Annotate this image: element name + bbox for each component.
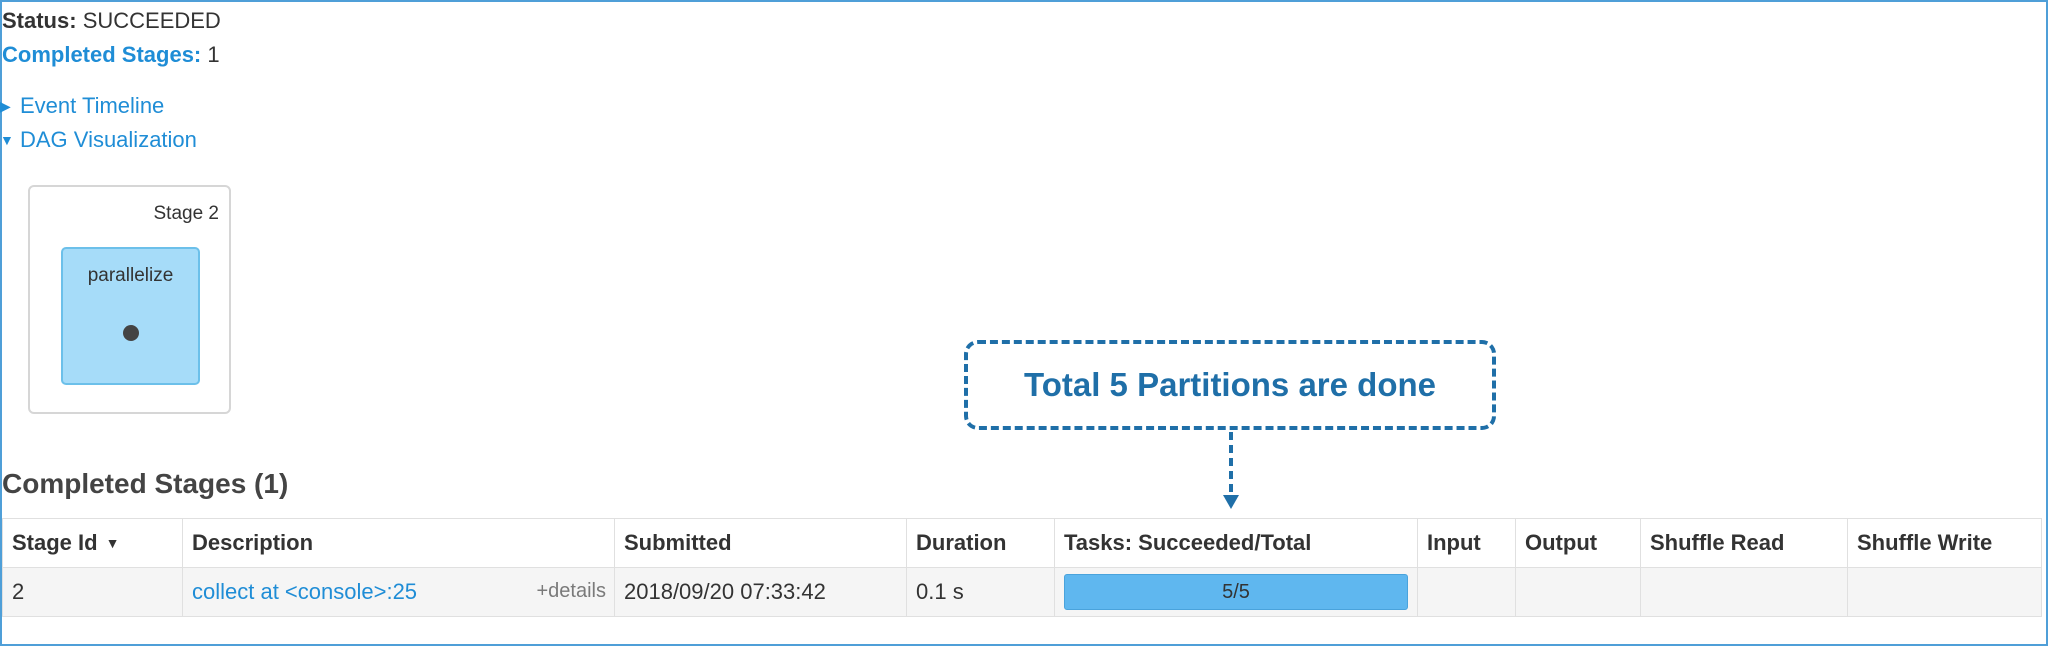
caret-down-icon: ▼ [0,132,14,148]
stage-description-link[interactable]: collect at <console>:25 [192,579,418,604]
column-header-description[interactable]: Description [182,518,615,568]
table-header-row: Stage Id ▼ Description Submitted Duration… [2,518,2042,568]
completed-stages-count: 1 [207,42,220,67]
cell-input [1417,567,1516,617]
column-header-shuffle-write[interactable]: Shuffle Write [1847,518,2042,568]
column-header-output[interactable]: Output [1515,518,1641,568]
dag-stage-cluster[interactable]: Stage 2 parallelize [28,185,231,414]
dag-rdd-node[interactable]: parallelize [61,247,200,385]
column-header-submitted[interactable]: Submitted [614,518,907,568]
tasks-progress-label: 5/5 [1222,581,1250,603]
event-timeline-label: Event Timeline [20,93,165,118]
caret-right-icon: ▶ [0,98,11,114]
rdd-label: parallelize [87,265,174,286]
annotation-callout: Total 5 Partitions are done [964,340,1496,430]
event-timeline-toggle[interactable]: ▶ Event Timeline [0,93,164,119]
column-header-duration[interactable]: Duration [906,518,1055,568]
annotation-arrow-head-icon [1223,495,1239,509]
cell-output [1515,567,1641,617]
table-row: 2 collect at <console>:25 +details 2018/… [2,567,2042,617]
cell-shuffle-read [1640,567,1848,617]
job-status: Status: SUCCEEDED [2,8,221,34]
column-header-tasks[interactable]: Tasks: Succeeded/Total [1054,518,1418,568]
cell-stage-id: 2 [2,567,183,617]
status-label: Status: [2,8,77,33]
cell-tasks: 5/5 [1054,567,1418,617]
cell-shuffle-write [1847,567,2042,617]
column-header-shuffle-read[interactable]: Shuffle Read [1640,518,1848,568]
dag-visualization-toggle[interactable]: ▼ DAG Visualization [0,127,197,153]
completed-stages-table: Stage Id ▼ Description Submitted Duration… [2,518,2042,617]
dag-stage-label: Stage 2 [153,203,220,224]
cell-duration: 0.1 s [906,567,1055,617]
tasks-progress-bar: 5/5 [1064,574,1408,610]
column-header-stage-id[interactable]: Stage Id ▼ [2,518,183,568]
sort-desc-icon[interactable]: ▼ [105,535,120,551]
completed-stages-link[interactable]: Completed Stages: [2,42,202,67]
annotation-text: Total 5 Partitions are done [1024,366,1436,403]
cell-description: collect at <console>:25 +details [182,567,615,617]
dag-visualization-label: DAG Visualization [20,127,197,152]
rdd-dot-icon[interactable] [123,325,139,341]
completed-stages-summary[interactable]: Completed Stages: 1 [2,42,220,68]
cell-submitted: 2018/09/20 07:33:42 [614,567,907,617]
status-value: SUCCEEDED [82,8,221,33]
annotation-arrow-line [1229,432,1233,492]
completed-stages-heading: Completed Stages (1) [2,468,289,499]
column-header-input[interactable]: Input [1417,518,1516,568]
details-toggle[interactable]: +details [536,580,607,602]
